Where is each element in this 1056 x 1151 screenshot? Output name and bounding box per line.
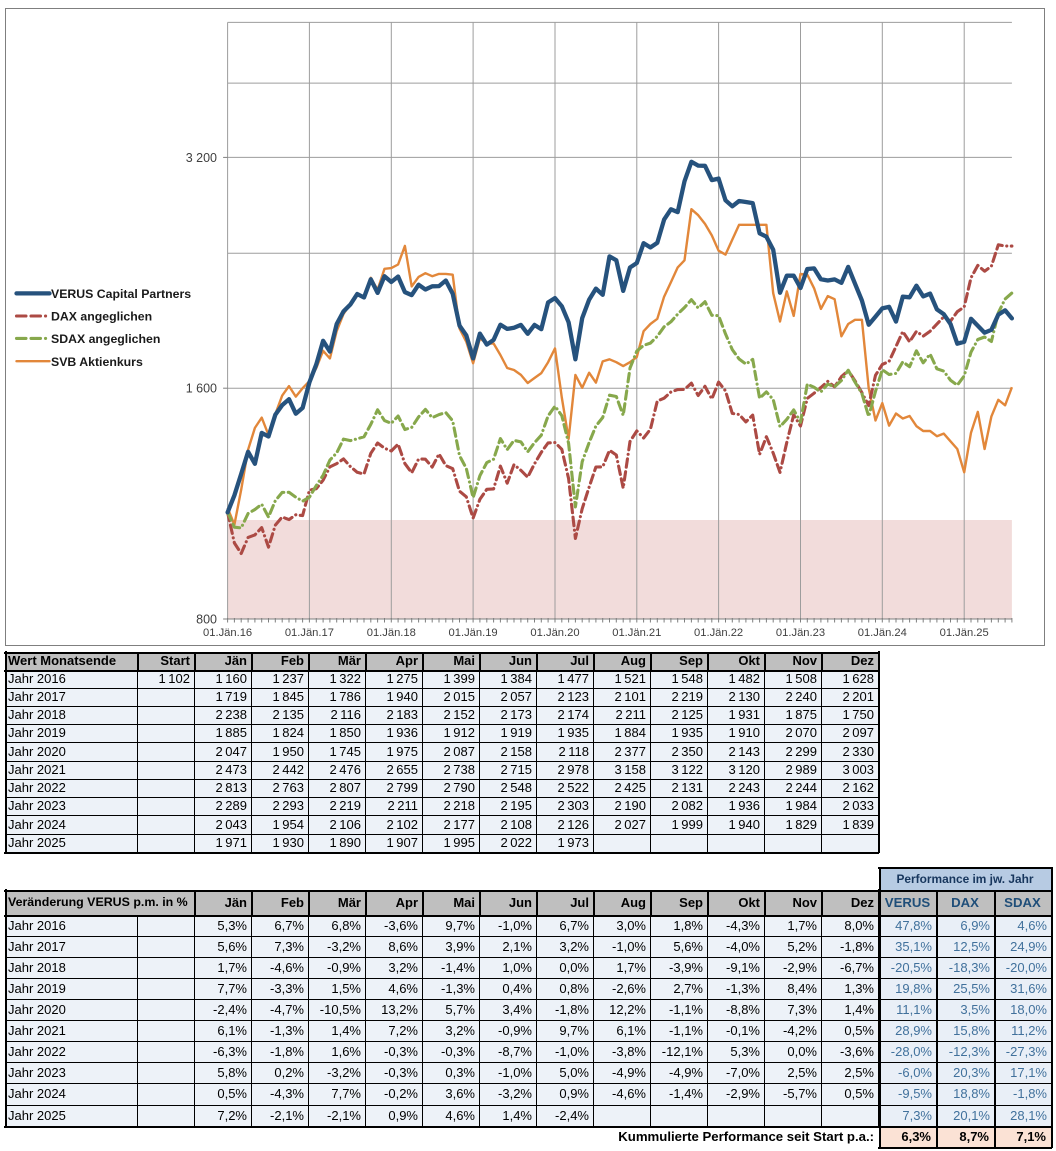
svg-text:01.Jän.19: 01.Jän.19 xyxy=(449,627,498,639)
svg-text:SVB Aktienkurs: SVB Aktienkurs xyxy=(51,355,143,369)
svg-text:01.Jän.20: 01.Jän.20 xyxy=(530,627,579,639)
svg-text:01.Jän.25: 01.Jän.25 xyxy=(940,627,989,639)
svg-text:01.Jän.16: 01.Jän.16 xyxy=(203,627,252,639)
svg-text:01.Jän.21: 01.Jän.21 xyxy=(612,627,661,639)
svg-text:800: 800 xyxy=(196,613,217,627)
svg-text:01.Jän.22: 01.Jän.22 xyxy=(694,627,743,639)
svg-text:1 600: 1 600 xyxy=(186,382,217,396)
svg-text:DAX angeglichen: DAX angeglichen xyxy=(51,310,152,324)
svg-text:01.Jän.17: 01.Jän.17 xyxy=(285,627,334,639)
svg-text:SDAX angeglichen: SDAX angeglichen xyxy=(51,332,160,346)
svg-text:01.Jän.23: 01.Jän.23 xyxy=(776,627,825,639)
svg-text:3 200: 3 200 xyxy=(186,151,217,165)
svg-text:01.Jän.18: 01.Jän.18 xyxy=(367,627,416,639)
svg-text:01.Jän.24: 01.Jän.24 xyxy=(858,627,907,639)
svg-text:VERUS Capital Partners: VERUS Capital Partners xyxy=(51,287,191,301)
